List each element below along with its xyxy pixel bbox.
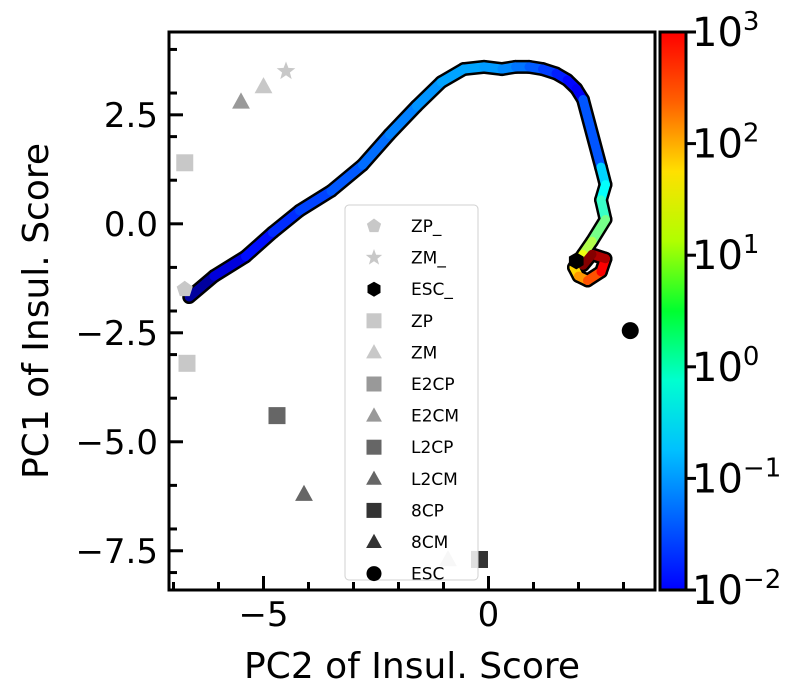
x-tick-label: −5 bbox=[238, 595, 288, 635]
data-point-zp bbox=[176, 280, 193, 297]
legend-marker-8cm bbox=[366, 533, 382, 548]
legend-marker-zm bbox=[366, 344, 382, 359]
y-tick-label: −7.5 bbox=[75, 532, 158, 572]
data-point-zp bbox=[178, 354, 196, 372]
trajectory-segment bbox=[268, 206, 304, 238]
colorbar-ticks: 103 102 101 100 10−1 10−2 bbox=[686, 7, 781, 614]
trajectory-segment bbox=[385, 101, 421, 139]
data-point-l2cp bbox=[268, 407, 286, 425]
x-axis-ticks: −5 0 bbox=[172, 576, 625, 635]
legend-marker-e2cp bbox=[366, 376, 382, 392]
y-tick-label: 0.0 bbox=[104, 205, 158, 245]
legend-marker-esc bbox=[366, 566, 382, 582]
legend-label-e2cp: E2CP bbox=[411, 375, 455, 395]
colorbar-tick-label: 10−2 bbox=[692, 565, 781, 614]
legend-label-zp: ZP_ bbox=[411, 217, 442, 237]
y-axis-ticks: 2.5 0.0 −2.5 −5.0 −7.5 bbox=[75, 47, 183, 575]
legend-marker-zp bbox=[366, 313, 382, 329]
trajectory-segment bbox=[184, 271, 219, 302]
legend-marker-zm bbox=[365, 249, 383, 265]
legend-marker-e2cm bbox=[366, 407, 382, 422]
legend-box bbox=[344, 204, 479, 581]
data-point-zm bbox=[254, 77, 273, 94]
legend-label-zm: ZM bbox=[411, 343, 437, 363]
colorbar-tick-label: 100 bbox=[692, 342, 759, 391]
trajectory-segment bbox=[358, 129, 394, 170]
trajectory-line bbox=[184, 62, 610, 302]
legend-label-zp: ZP bbox=[411, 312, 433, 332]
colorbar bbox=[658, 30, 688, 592]
trajectory-segment bbox=[241, 228, 277, 262]
legend-marker-zp bbox=[366, 218, 382, 233]
y-axis-title: PC1 of Insul. Score bbox=[16, 143, 57, 479]
legend-label-esc: ESC bbox=[411, 565, 444, 585]
y-tick-label: 2.5 bbox=[104, 96, 158, 136]
legend-marker-esc bbox=[367, 281, 381, 297]
y-tick-label: −2.5 bbox=[75, 314, 158, 354]
legend-label-8cm: 8CM bbox=[411, 533, 448, 553]
trajectory-segment bbox=[578, 95, 606, 172]
colorbar-tick-label: 103 bbox=[692, 7, 759, 56]
trajectory-segment bbox=[326, 160, 367, 196]
legend-label-e2cm: E2CM bbox=[411, 407, 459, 427]
legend-label-esc: ESC_ bbox=[411, 280, 453, 300]
colorbar-tick-label: 101 bbox=[692, 230, 759, 279]
legend-marker-l2cp bbox=[366, 439, 382, 455]
legend-label-l2cp: L2CP bbox=[411, 438, 453, 458]
data-point-zp bbox=[176, 154, 194, 172]
y-tick-label: −5.0 bbox=[75, 423, 158, 463]
colorbar-tick-label: 102 bbox=[692, 119, 759, 168]
legend-marker-8cp bbox=[366, 502, 382, 518]
trajectory-segment bbox=[295, 186, 336, 216]
legend-label-zm: ZM_ bbox=[411, 249, 446, 269]
data-point-l2cm bbox=[295, 484, 313, 501]
trajectory-segment bbox=[209, 252, 250, 281]
legend: ZP_ ZM_ ESC_ ZP ZM E2CP E2CM L2CP L2CM 8CP 8CM ESC bbox=[344, 204, 479, 585]
trajectory-segment bbox=[412, 77, 446, 111]
trajectory-segment bbox=[578, 249, 597, 270]
data-point-zm bbox=[276, 61, 296, 80]
x-axis-title: PC2 of Insul. Score bbox=[244, 646, 580, 687]
colorbar-tick-label: 10−1 bbox=[692, 453, 781, 502]
data-point-esc bbox=[621, 322, 639, 340]
x-tick-label: 0 bbox=[478, 595, 500, 635]
legend-label-l2cm: L2CM bbox=[411, 470, 458, 490]
data-point-esc bbox=[568, 252, 584, 270]
legend-marker-l2cm bbox=[366, 470, 382, 485]
legend-label-8cp: 8CP bbox=[411, 501, 444, 521]
data-point-e2cm bbox=[232, 92, 250, 109]
